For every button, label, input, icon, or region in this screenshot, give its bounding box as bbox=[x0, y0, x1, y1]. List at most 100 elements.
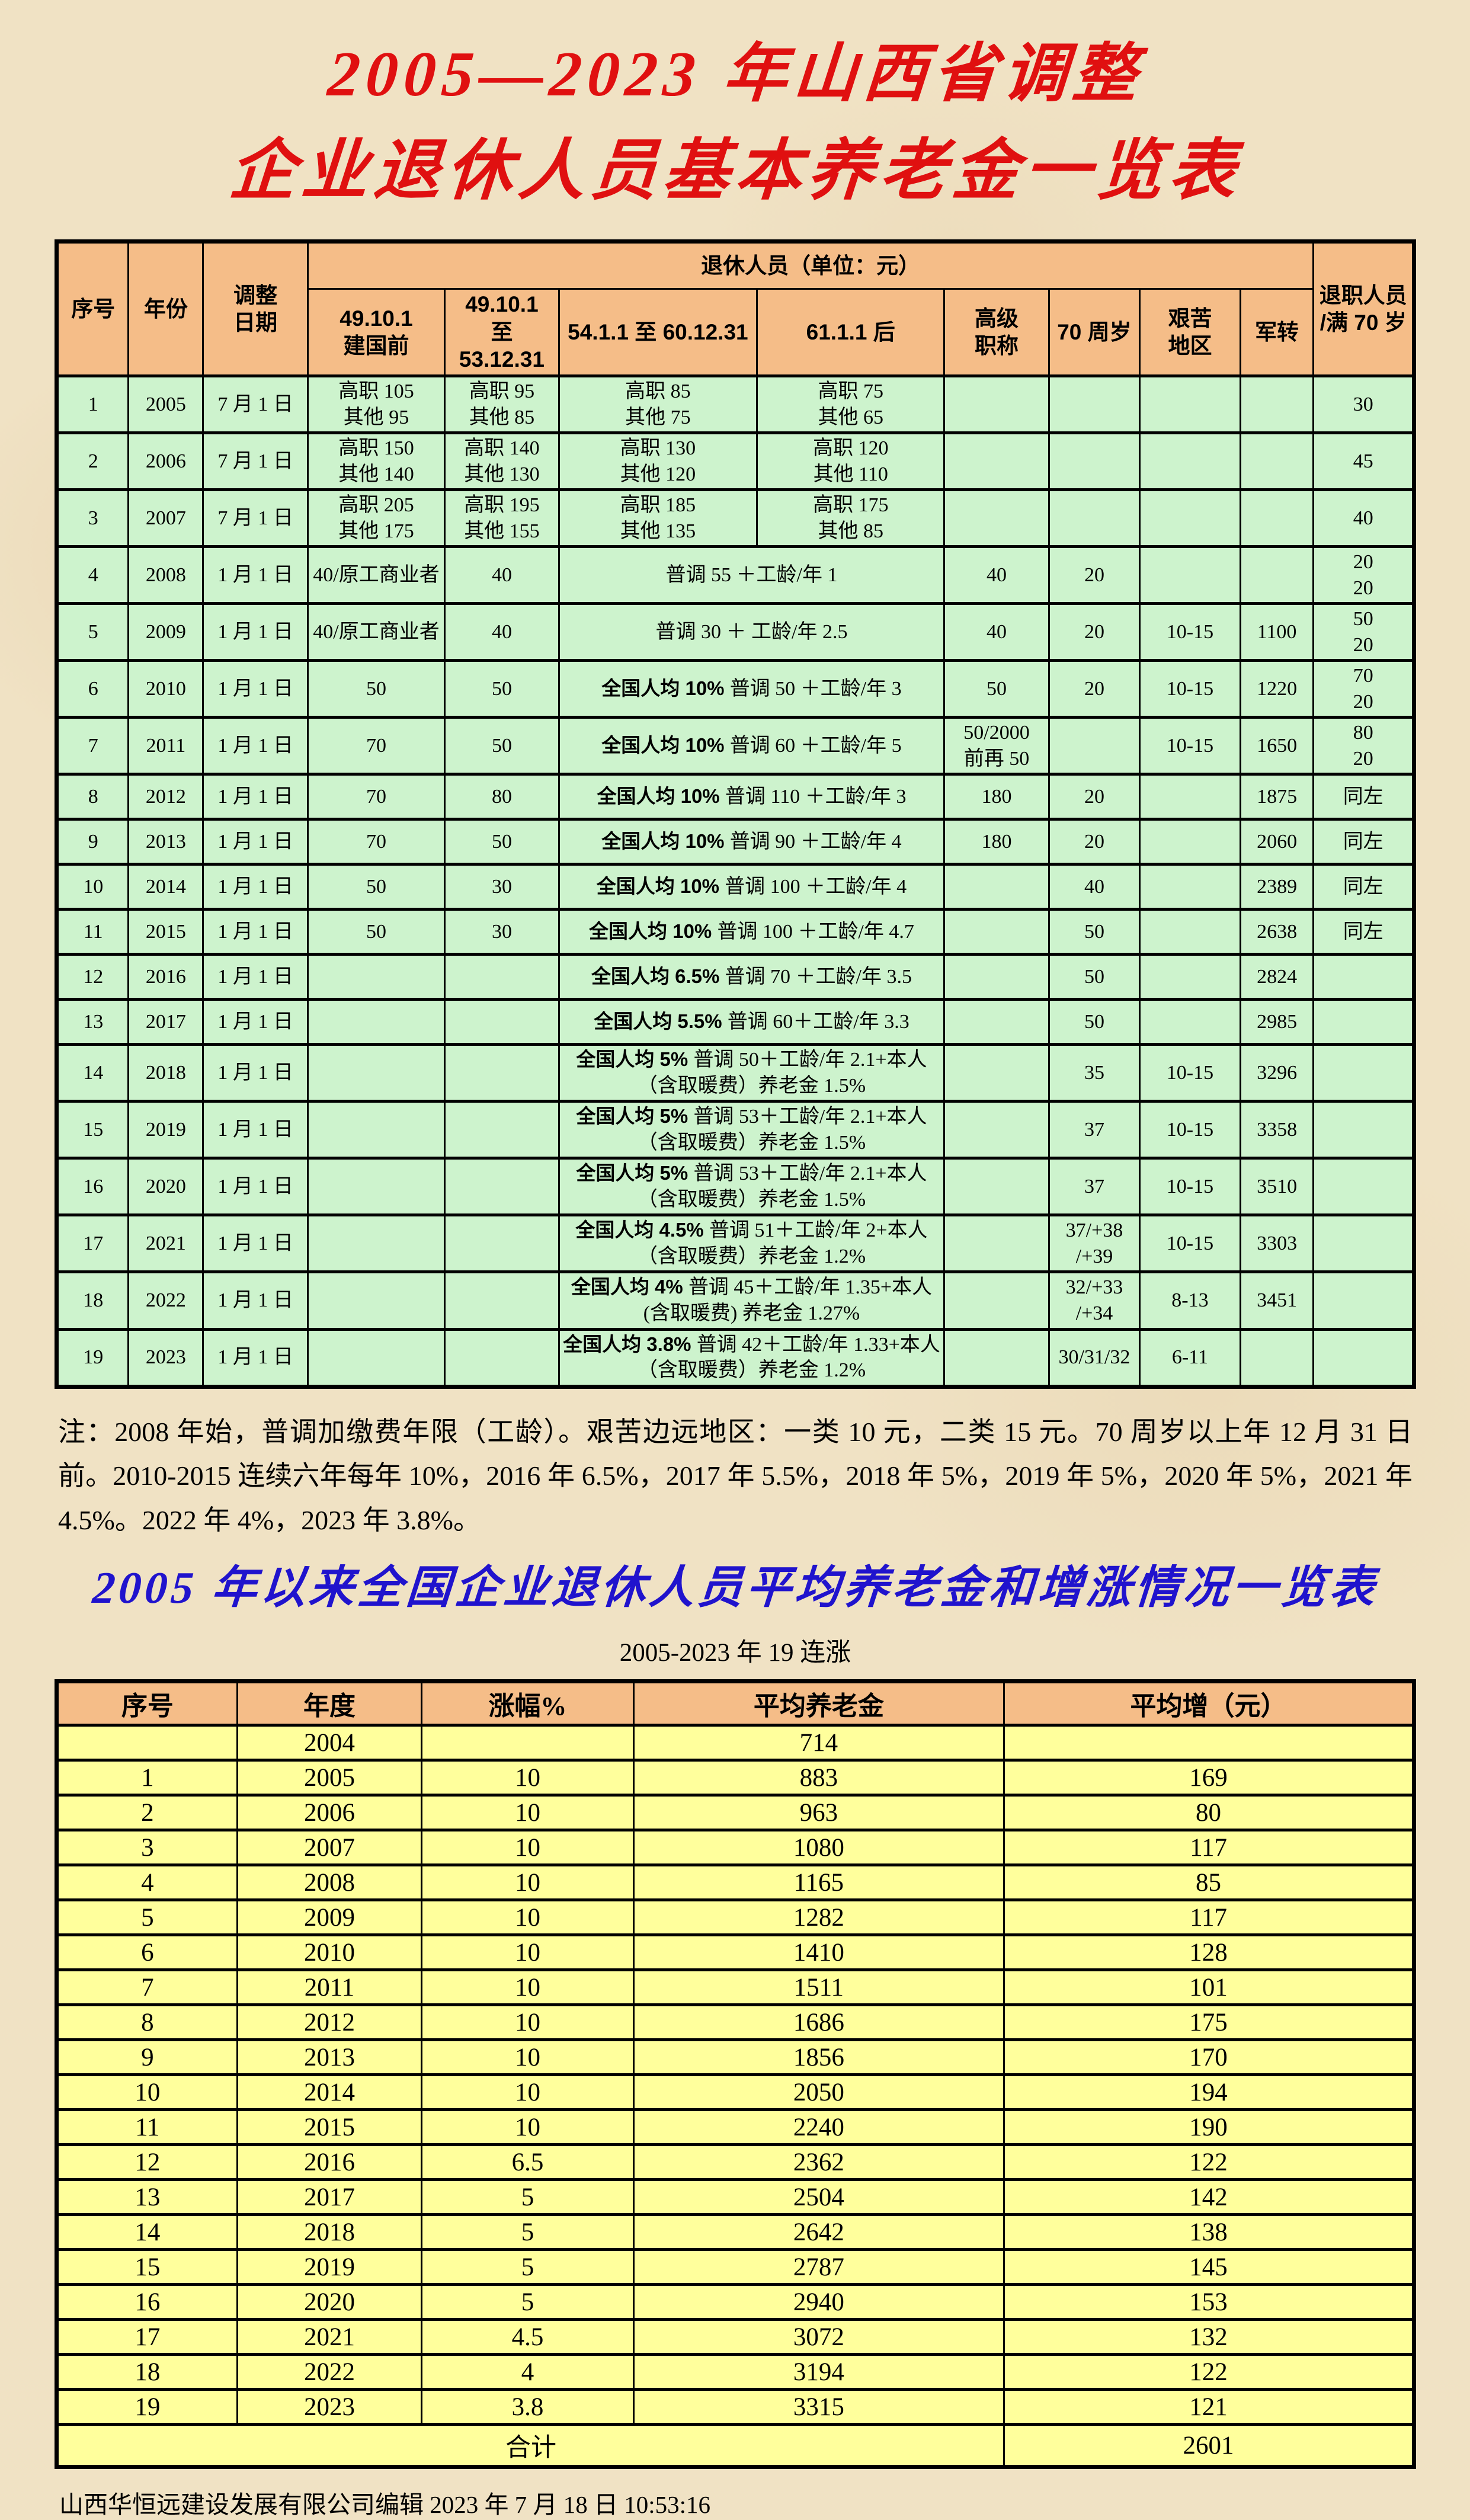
table-cell: 1 月 1 日 bbox=[202, 818, 309, 866]
table-cell: 全国人均 5.5% 普调 60＋工龄/年 3.3 bbox=[558, 998, 946, 1046]
table-cell: 2009 bbox=[127, 602, 204, 662]
table-cell: 2015 bbox=[127, 908, 204, 956]
table-cell: 50 bbox=[306, 863, 446, 911]
col-header-date: 调整 日期 bbox=[202, 241, 309, 377]
table-cell: 40 bbox=[1312, 488, 1415, 549]
table-cell: 2008 bbox=[127, 545, 204, 606]
table-cell: 180 bbox=[943, 773, 1050, 821]
col-header-resigned: 退职人员 /满 70 岁 bbox=[1312, 241, 1415, 377]
table-cell: 1100 bbox=[1239, 602, 1315, 662]
table-cell: 7 bbox=[56, 1968, 238, 2007]
table-cell: 122 bbox=[1003, 2353, 1415, 2391]
table-cell bbox=[1239, 545, 1315, 606]
table-row: 17 2021 1 月 1 日 全国人均 4.5% 普调 51＋工龄/年 2+本人（含… bbox=[55, 1213, 1415, 1274]
table-row: 13 2017 5 2504 142 bbox=[56, 2178, 1415, 2217]
table-cell bbox=[1312, 1270, 1415, 1331]
table-cell: 1165 bbox=[632, 1863, 1005, 1902]
table-cell bbox=[1003, 1724, 1415, 1762]
table-cell: 20 bbox=[1048, 602, 1141, 662]
table-row: 5 2009 1 月 1 日 40/原工商业者 40 普调 30 ＋ 工龄/年 2.5 40… bbox=[55, 602, 1415, 662]
table-cell: 19 bbox=[55, 1327, 130, 1388]
table-cell: 2022 bbox=[236, 2353, 423, 2391]
table-cell: 1 bbox=[55, 374, 130, 435]
table-cell: 169 bbox=[1003, 1759, 1415, 1797]
table-cell: 3194 bbox=[632, 2353, 1005, 2391]
table-row: 3 2007 10 1080 117 bbox=[56, 1829, 1415, 1867]
table-cell: 2013 bbox=[236, 2038, 423, 2077]
table-cell bbox=[1139, 773, 1241, 821]
table-cell: 101 bbox=[1003, 1968, 1415, 2007]
table-cell: 35 bbox=[1048, 1043, 1141, 1103]
table-cell bbox=[444, 998, 560, 1046]
table-cell: 16 bbox=[56, 2283, 238, 2322]
table-cell: 1 月 1 日 bbox=[202, 602, 309, 662]
table-row: 14 2018 5 2642 138 bbox=[56, 2213, 1415, 2252]
table-cell: 12 bbox=[56, 2143, 238, 2182]
table-cell: 2008 bbox=[236, 1863, 423, 1902]
table-cell: 80 bbox=[1003, 1794, 1415, 1832]
table-cell: 13 bbox=[56, 2178, 238, 2217]
table-cell bbox=[1139, 818, 1241, 866]
table-cell: 8 bbox=[55, 773, 130, 821]
col-header-index: 序号 bbox=[56, 1680, 238, 1727]
table-cell: 2018 bbox=[127, 1043, 204, 1103]
table-cell: 8-13 bbox=[1139, 1270, 1241, 1331]
table-cell: 2017 bbox=[127, 998, 204, 1046]
table-cell: 2016 bbox=[236, 2143, 423, 2182]
table-cell bbox=[943, 1043, 1050, 1103]
table-cell bbox=[943, 1157, 1050, 1217]
table-cell: 2642 bbox=[632, 2213, 1005, 2252]
table-row: 19 2023 1 月 1 日 全国人均 3.8% 普调 42＋工龄/年 1.33+本… bbox=[55, 1327, 1415, 1388]
table-cell: 1 月 1 日 bbox=[202, 998, 309, 1046]
table-cell: 10 bbox=[56, 2073, 238, 2112]
table-cell: 1 月 1 日 bbox=[202, 953, 309, 1001]
section2-title: 2005 年以来全国企业退休人员平均养老金和增涨情况一览表 bbox=[91, 1563, 1380, 1613]
table-cell: 全国人均 10% 普调 90 ＋工龄/年 4 bbox=[558, 818, 946, 866]
table-cell: 3296 bbox=[1239, 1043, 1315, 1103]
table-row: 10 2014 10 2050 194 bbox=[56, 2073, 1415, 2112]
table-cell: 3315 bbox=[632, 2388, 1005, 2426]
table-cell: 3.8 bbox=[421, 2388, 635, 2426]
table-cell bbox=[444, 1270, 560, 1331]
table-cell bbox=[306, 1327, 446, 1388]
table-cell: 70 20 bbox=[1312, 659, 1415, 719]
table-cell: 同左 bbox=[1312, 908, 1415, 956]
table-cell bbox=[1312, 1100, 1415, 1160]
table-cell: 50 bbox=[1048, 998, 1141, 1046]
table-cell bbox=[444, 1213, 560, 1274]
table-cell: 180 bbox=[943, 818, 1050, 866]
table-cell: 5 bbox=[421, 2248, 635, 2287]
table-row: 2 2006 7 月 1 日高职 150 其他 140 高职 140 其他 130 高职… bbox=[55, 431, 1415, 492]
col-header-year: 年份 bbox=[127, 241, 204, 377]
table-cell bbox=[1139, 545, 1241, 606]
col-header-1954-1960: 54.1.1 至 60.12.31 bbox=[558, 288, 758, 378]
table-row: 9 2013 1 月 1 日 70 50 全国人均 10% 普调 90 ＋工龄/年 4 18… bbox=[55, 818, 1415, 866]
table-cell: 10 bbox=[421, 1898, 635, 1937]
table-cell: 全国人均 10% 普调 50 ＋工龄/年 3 bbox=[558, 659, 946, 719]
table-cell: 3358 bbox=[1239, 1100, 1315, 1160]
table-cell: 15 bbox=[55, 1100, 130, 1160]
table-cell: 全国人均 10% 普调 110 ＋工龄/年 3 bbox=[558, 773, 946, 821]
table-cell: 40 bbox=[943, 602, 1050, 662]
table-cell: 3 bbox=[55, 488, 130, 549]
table-cell bbox=[1239, 1327, 1315, 1388]
table-cell: 4 bbox=[56, 1863, 238, 1902]
table-cell: 高职 195 其他 155 bbox=[444, 488, 560, 549]
table-cell: 10 bbox=[421, 2108, 635, 2147]
table-cell: 高职 205 其他 175 bbox=[306, 488, 446, 549]
footnote-text: 注：2008 年始，普调加缴费年限（工龄）。艰苦边远地区：一类 10 元，二类 … bbox=[58, 1416, 1413, 1535]
table-cell: 20 bbox=[1048, 545, 1141, 606]
table-cell: 50 bbox=[444, 659, 560, 719]
table-cell bbox=[1239, 431, 1315, 492]
table-cell: 128 bbox=[1003, 1933, 1415, 1972]
table-cell: 37 bbox=[1048, 1157, 1141, 1217]
table-cell: 1 月 1 日 bbox=[202, 773, 309, 821]
table-cell: 10-15 bbox=[1139, 1043, 1241, 1103]
table-cell: 20 bbox=[1048, 773, 1141, 821]
table-cell: 17 bbox=[56, 2318, 238, 2356]
table-cell: 12 bbox=[55, 953, 130, 1001]
table-cell: 85 bbox=[1003, 1863, 1415, 1902]
table-cell: 10-15 bbox=[1139, 1100, 1241, 1160]
table-row: 4 2008 1 月 1 日 40/原工商业者 40 普调 55 ＋工龄/年 1 40 20 2… bbox=[55, 545, 1415, 606]
